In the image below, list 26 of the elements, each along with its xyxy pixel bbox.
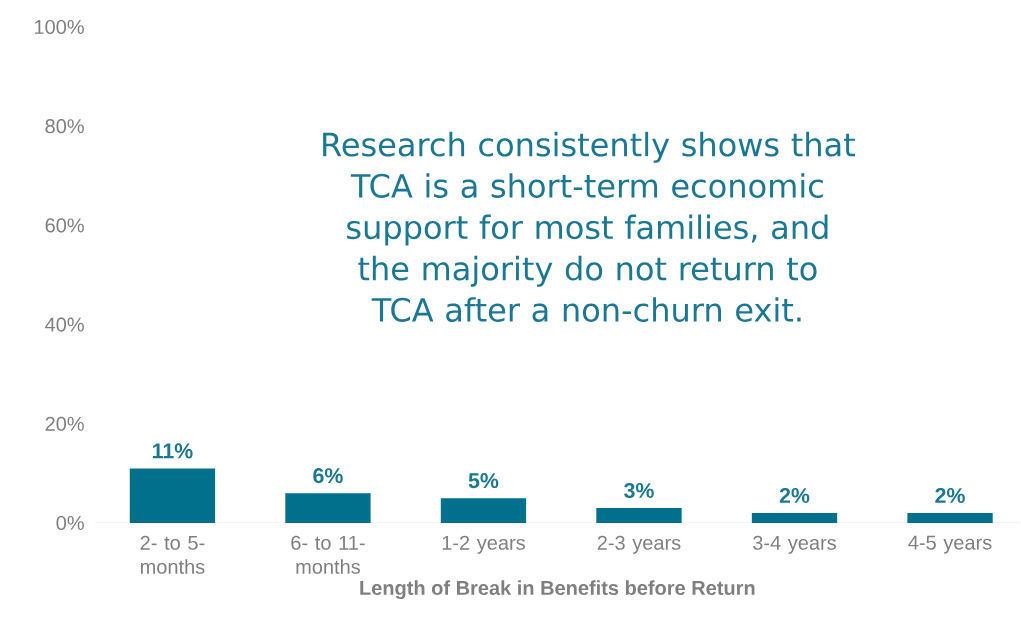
- bar: [596, 508, 682, 523]
- x-axis-title: Length of Break in Benefits before Return: [360, 580, 755, 600]
- x-tick-label: 2- to 5- months: [140, 535, 205, 574]
- data-label: 11%: [153, 443, 193, 459]
- x-tick-label: 1-2 years: [442, 535, 525, 554]
- y-tick-label: 80%: [45, 119, 84, 134]
- bar: [129, 468, 216, 523]
- bar: [440, 498, 527, 523]
- data-label: 6%: [313, 468, 343, 484]
- bar: [751, 513, 838, 523]
- bar: [907, 513, 993, 523]
- x-tick-label: 3-4 years: [753, 535, 836, 554]
- x-tick-label: 4-5 years: [908, 535, 992, 554]
- x-tick-label: 6- to 11- months: [291, 535, 365, 574]
- x-tick-label: 2-3 years: [597, 535, 681, 554]
- y-tick-label: 0%: [56, 515, 84, 531]
- annotation: Research consistently shows that TCA is a short-term economic support for most families, and the majority do not return to TCA after a non-churn exit.: [323, 131, 855, 322]
- data-label: 5%: [468, 473, 499, 489]
- data-label: 2%: [779, 487, 810, 504]
- data-label: 3%: [624, 482, 654, 499]
- y-tick-label: 20%: [45, 416, 84, 431]
- y-tick-label: 100%: [35, 19, 84, 35]
- y-tick-label: 60%: [45, 218, 84, 233]
- data-label: 2%: [935, 487, 965, 504]
- bar: [285, 493, 371, 523]
- y-tick-label: 40%: [45, 317, 84, 332]
